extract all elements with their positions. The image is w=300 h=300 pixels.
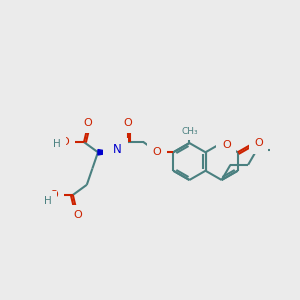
Text: H: H	[53, 140, 61, 149]
Text: O: O	[152, 147, 161, 157]
Polygon shape	[98, 150, 114, 155]
Text: CH₃: CH₃	[181, 127, 198, 136]
Text: H: H	[108, 145, 116, 155]
Text: H: H	[44, 196, 52, 206]
Text: O: O	[123, 118, 132, 128]
Text: O: O	[254, 138, 263, 148]
Text: O: O	[61, 137, 70, 147]
Text: O: O	[50, 190, 58, 200]
Text: N: N	[113, 143, 122, 157]
Text: O: O	[74, 210, 82, 220]
Text: O: O	[222, 140, 231, 150]
Text: O: O	[83, 118, 92, 128]
